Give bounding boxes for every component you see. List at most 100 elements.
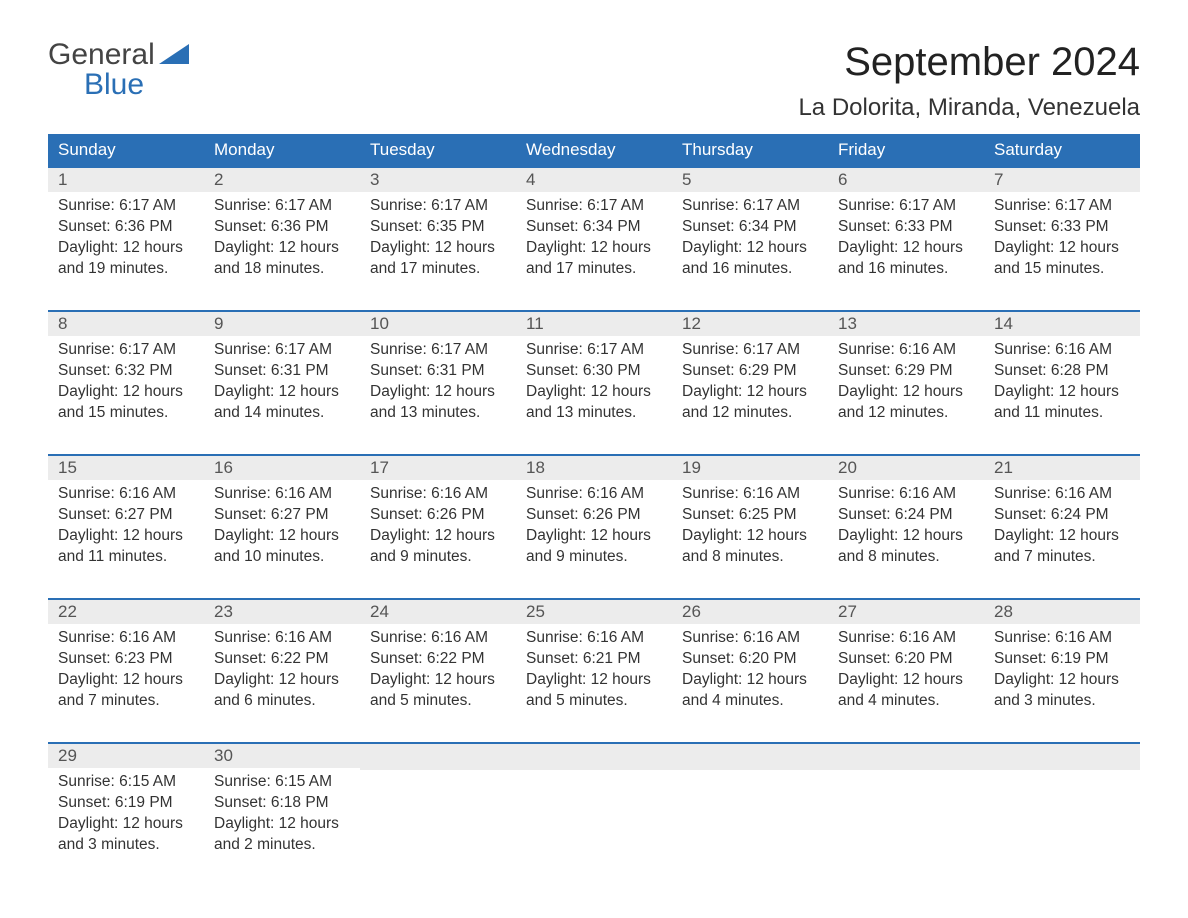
- sunset-text: Sunset: 6:20 PM: [838, 649, 974, 670]
- day-number: [828, 742, 984, 770]
- daylight-line2: and 3 minutes.: [994, 691, 1130, 712]
- day-number: 1: [48, 166, 204, 192]
- sunset-text: Sunset: 6:24 PM: [994, 505, 1130, 526]
- daylight-line2: and 11 minutes.: [994, 403, 1130, 424]
- sunrise-text: Sunrise: 6:17 AM: [214, 340, 350, 361]
- week-spacer: [48, 440, 1140, 454]
- calendar-day-cell: 12Sunrise: 6:17 AMSunset: 6:29 PMDayligh…: [672, 310, 828, 440]
- sunset-text: Sunset: 6:20 PM: [682, 649, 818, 670]
- day-details: Sunrise: 6:16 AMSunset: 6:24 PMDaylight:…: [828, 480, 984, 574]
- daylight-line1: Daylight: 12 hours: [682, 670, 818, 691]
- day-number: 21: [984, 454, 1140, 480]
- daylight-line2: and 7 minutes.: [58, 691, 194, 712]
- sunset-text: Sunset: 6:29 PM: [838, 361, 974, 382]
- day-details: Sunrise: 6:15 AMSunset: 6:18 PMDaylight:…: [204, 768, 360, 862]
- daylight-line2: and 2 minutes.: [214, 835, 350, 856]
- calendar-day-cell: 27Sunrise: 6:16 AMSunset: 6:20 PMDayligh…: [828, 598, 984, 728]
- day-details: Sunrise: 6:17 AMSunset: 6:34 PMDaylight:…: [516, 192, 672, 286]
- day-details: Sunrise: 6:16 AMSunset: 6:29 PMDaylight:…: [828, 336, 984, 430]
- day-number: 19: [672, 454, 828, 480]
- daylight-line1: Daylight: 12 hours: [58, 670, 194, 691]
- calendar-day-cell: 30Sunrise: 6:15 AMSunset: 6:18 PMDayligh…: [204, 742, 360, 872]
- daylight-line1: Daylight: 12 hours: [214, 382, 350, 403]
- day-number: 29: [48, 742, 204, 768]
- weekday-header: Wednesday: [516, 134, 672, 166]
- day-details: Sunrise: 6:16 AMSunset: 6:26 PMDaylight:…: [360, 480, 516, 574]
- sunrise-text: Sunrise: 6:16 AM: [838, 340, 974, 361]
- daylight-line1: Daylight: 12 hours: [682, 526, 818, 547]
- calendar-week-row: 22Sunrise: 6:16 AMSunset: 6:23 PMDayligh…: [48, 598, 1140, 728]
- calendar-week-row: 8Sunrise: 6:17 AMSunset: 6:32 PMDaylight…: [48, 310, 1140, 440]
- daylight-line2: and 19 minutes.: [58, 259, 194, 280]
- location-subtitle: La Dolorita, Miranda, Venezuela: [798, 94, 1140, 122]
- daylight-line2: and 8 minutes.: [682, 547, 818, 568]
- day-number: 20: [828, 454, 984, 480]
- flag-icon: [159, 40, 189, 70]
- day-number: 16: [204, 454, 360, 480]
- daylight-line1: Daylight: 12 hours: [682, 238, 818, 259]
- calendar-day-cell: 21Sunrise: 6:16 AMSunset: 6:24 PMDayligh…: [984, 454, 1140, 584]
- day-details: [984, 770, 1140, 860]
- daylight-line1: Daylight: 12 hours: [994, 238, 1130, 259]
- calendar-day-cell: 29Sunrise: 6:15 AMSunset: 6:19 PMDayligh…: [48, 742, 204, 872]
- daylight-line1: Daylight: 12 hours: [838, 526, 974, 547]
- sunset-text: Sunset: 6:21 PM: [526, 649, 662, 670]
- calendar-week-row: 29Sunrise: 6:15 AMSunset: 6:19 PMDayligh…: [48, 742, 1140, 872]
- daylight-line2: and 11 minutes.: [58, 547, 194, 568]
- day-details: Sunrise: 6:16 AMSunset: 6:24 PMDaylight:…: [984, 480, 1140, 574]
- calendar-day-cell: 11Sunrise: 6:17 AMSunset: 6:30 PMDayligh…: [516, 310, 672, 440]
- day-number: 6: [828, 166, 984, 192]
- calendar-day-cell: 9Sunrise: 6:17 AMSunset: 6:31 PMDaylight…: [204, 310, 360, 440]
- day-details: Sunrise: 6:16 AMSunset: 6:20 PMDaylight:…: [672, 624, 828, 718]
- day-details: Sunrise: 6:17 AMSunset: 6:35 PMDaylight:…: [360, 192, 516, 286]
- daylight-line1: Daylight: 12 hours: [526, 382, 662, 403]
- day-details: Sunrise: 6:16 AMSunset: 6:20 PMDaylight:…: [828, 624, 984, 718]
- calendar-day-cell: [828, 742, 984, 872]
- day-number: 5: [672, 166, 828, 192]
- sunrise-text: Sunrise: 6:16 AM: [526, 628, 662, 649]
- sunrise-text: Sunrise: 6:17 AM: [370, 196, 506, 217]
- daylight-line2: and 12 minutes.: [838, 403, 974, 424]
- daylight-line2: and 13 minutes.: [370, 403, 506, 424]
- calendar-day-cell: [360, 742, 516, 872]
- day-details: Sunrise: 6:17 AMSunset: 6:31 PMDaylight:…: [204, 336, 360, 430]
- sunrise-text: Sunrise: 6:17 AM: [838, 196, 974, 217]
- sunrise-text: Sunrise: 6:16 AM: [214, 628, 350, 649]
- sunrise-text: Sunrise: 6:16 AM: [370, 484, 506, 505]
- weekday-header: Tuesday: [360, 134, 516, 166]
- calendar-day-cell: [984, 742, 1140, 872]
- day-number: 28: [984, 598, 1140, 624]
- sunrise-text: Sunrise: 6:16 AM: [682, 484, 818, 505]
- sunrise-text: Sunrise: 6:16 AM: [58, 484, 194, 505]
- calendar-day-cell: 1Sunrise: 6:17 AMSunset: 6:36 PMDaylight…: [48, 166, 204, 296]
- day-number: [672, 742, 828, 770]
- day-number: 11: [516, 310, 672, 336]
- calendar-day-cell: 23Sunrise: 6:16 AMSunset: 6:22 PMDayligh…: [204, 598, 360, 728]
- daylight-line1: Daylight: 12 hours: [214, 670, 350, 691]
- daylight-line1: Daylight: 12 hours: [58, 382, 194, 403]
- calendar-day-cell: 26Sunrise: 6:16 AMSunset: 6:20 PMDayligh…: [672, 598, 828, 728]
- daylight-line2: and 18 minutes.: [214, 259, 350, 280]
- calendar-day-cell: 7Sunrise: 6:17 AMSunset: 6:33 PMDaylight…: [984, 166, 1140, 296]
- daylight-line1: Daylight: 12 hours: [214, 526, 350, 547]
- brand-logo: General Blue: [48, 40, 189, 100]
- header: General Blue September 2024 La Dolorita,…: [48, 40, 1140, 122]
- sunset-text: Sunset: 6:28 PM: [994, 361, 1130, 382]
- day-number: 22: [48, 598, 204, 624]
- calendar-day-cell: 24Sunrise: 6:16 AMSunset: 6:22 PMDayligh…: [360, 598, 516, 728]
- sunset-text: Sunset: 6:22 PM: [370, 649, 506, 670]
- sunrise-text: Sunrise: 6:15 AM: [58, 772, 194, 793]
- day-details: [672, 770, 828, 860]
- calendar-day-cell: 8Sunrise: 6:17 AMSunset: 6:32 PMDaylight…: [48, 310, 204, 440]
- day-details: Sunrise: 6:17 AMSunset: 6:33 PMDaylight:…: [828, 192, 984, 286]
- daylight-line2: and 10 minutes.: [214, 547, 350, 568]
- sunrise-text: Sunrise: 6:15 AM: [214, 772, 350, 793]
- daylight-line2: and 16 minutes.: [682, 259, 818, 280]
- weekday-header: Saturday: [984, 134, 1140, 166]
- sunset-text: Sunset: 6:25 PM: [682, 505, 818, 526]
- daylight-line1: Daylight: 12 hours: [58, 238, 194, 259]
- sunrise-text: Sunrise: 6:17 AM: [682, 340, 818, 361]
- day-number: 2: [204, 166, 360, 192]
- daylight-line2: and 9 minutes.: [526, 547, 662, 568]
- day-number: [516, 742, 672, 770]
